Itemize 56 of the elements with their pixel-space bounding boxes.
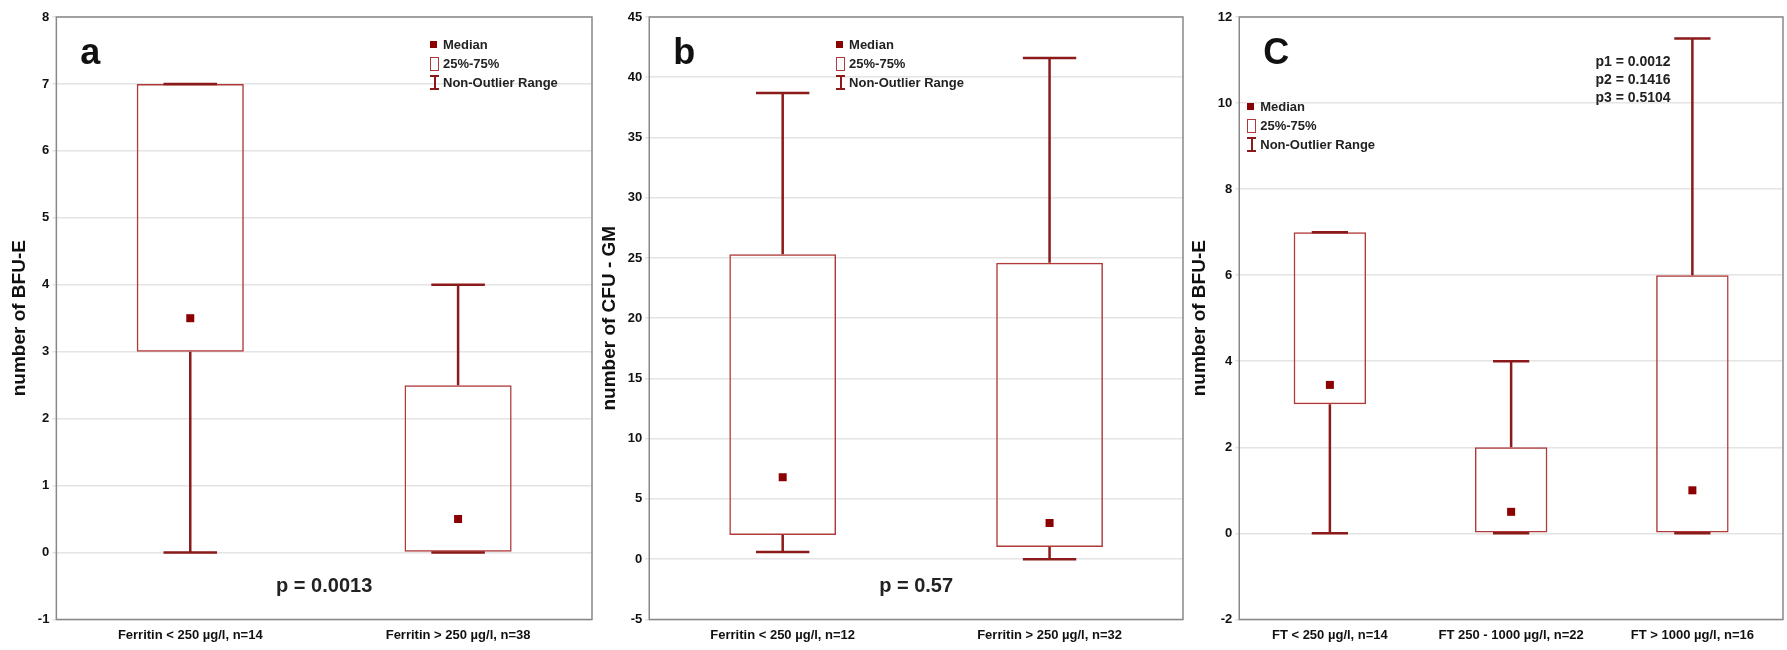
y-tick-label: -5 xyxy=(630,610,643,626)
y-tick-label: 1 xyxy=(42,477,50,493)
y-tick-label: 4 xyxy=(1225,352,1234,368)
y-tick-label: 4 xyxy=(42,276,51,292)
annotation: 25%-75% xyxy=(443,55,500,73)
y-tick-label: 12 xyxy=(1217,8,1233,24)
annotation: b xyxy=(673,31,696,73)
annotation: 25%-75% xyxy=(1260,117,1317,135)
y-tick-label: 3 xyxy=(42,343,50,359)
annotation: Median xyxy=(849,36,894,54)
y-tick-label: 45 xyxy=(627,8,643,24)
x-tick-label: Ferritin > 250 µg/l, n=38 xyxy=(385,626,531,642)
annotation: Non-Outlier Range xyxy=(1260,136,1376,154)
y-tick-label: 2 xyxy=(42,410,50,426)
annotation: p1 = 0.0012 xyxy=(1595,52,1671,70)
x-tick-label: FT < 250 µg/l, n=14 xyxy=(1271,626,1389,642)
annotation: Median xyxy=(443,36,488,54)
annotation: Non-Outlier Range xyxy=(849,74,964,92)
y-tick-label: 10 xyxy=(627,430,643,446)
y-tick-label: 5 xyxy=(635,490,643,506)
y-axis-title: number of CFU - GM xyxy=(597,225,619,411)
y-tick-label: 10 xyxy=(1217,94,1233,110)
y-tick-label: 15 xyxy=(627,370,643,386)
annotation: C xyxy=(1263,31,1290,73)
y-tick-label: 8 xyxy=(42,8,50,24)
y-tick-label: 40 xyxy=(627,68,643,84)
y-tick-label: 30 xyxy=(627,189,643,205)
y-tick-label: 0 xyxy=(42,544,50,560)
x-tick-label: Ferritin < 250 µg/l, n=14 xyxy=(117,626,264,642)
y-axis-title: number of BFU-E xyxy=(1187,240,1209,397)
y-tick-label: 7 xyxy=(42,75,50,91)
y-tick-label: 0 xyxy=(635,550,643,566)
y-tick-label: 25 xyxy=(627,249,643,265)
y-axis-title: number of BFU-E xyxy=(7,240,29,397)
annotation: a xyxy=(80,31,101,73)
y-tick-label: 8 xyxy=(1225,180,1233,196)
x-tick-label: FT > 1000 µg/l, n=16 xyxy=(1630,626,1754,642)
y-tick-label: -2 xyxy=(1220,610,1233,626)
y-tick-label: 35 xyxy=(627,129,643,145)
y-tick-label: 20 xyxy=(627,309,643,325)
y-tick-label: 5 xyxy=(42,209,50,225)
y-tick-label: -1 xyxy=(37,610,50,626)
annotation: Median xyxy=(1260,98,1306,116)
annotation: p = 0.57 xyxy=(879,574,954,598)
y-tick-label: 6 xyxy=(42,142,50,158)
annotation: Non-Outlier Range xyxy=(443,74,558,92)
y-tick-label: 2 xyxy=(1225,438,1233,454)
y-tick-label: 0 xyxy=(1225,524,1233,540)
x-tick-label: Ferritin < 250 µg/l, n=12 xyxy=(710,626,856,642)
annotation: p = 0.0013 xyxy=(276,574,373,598)
x-tick-label: Ferritin > 250 µg/l, n=32 xyxy=(977,626,1122,642)
annotation: p3 = 0.5104 xyxy=(1595,88,1671,106)
y-tick-label: 6 xyxy=(1225,266,1233,282)
annotation: p2 = 0.1416 xyxy=(1595,70,1671,88)
x-tick-label: FT 250 - 1000 µg/l, n=22 xyxy=(1438,626,1584,642)
annotation: 25%-75% xyxy=(849,55,906,73)
